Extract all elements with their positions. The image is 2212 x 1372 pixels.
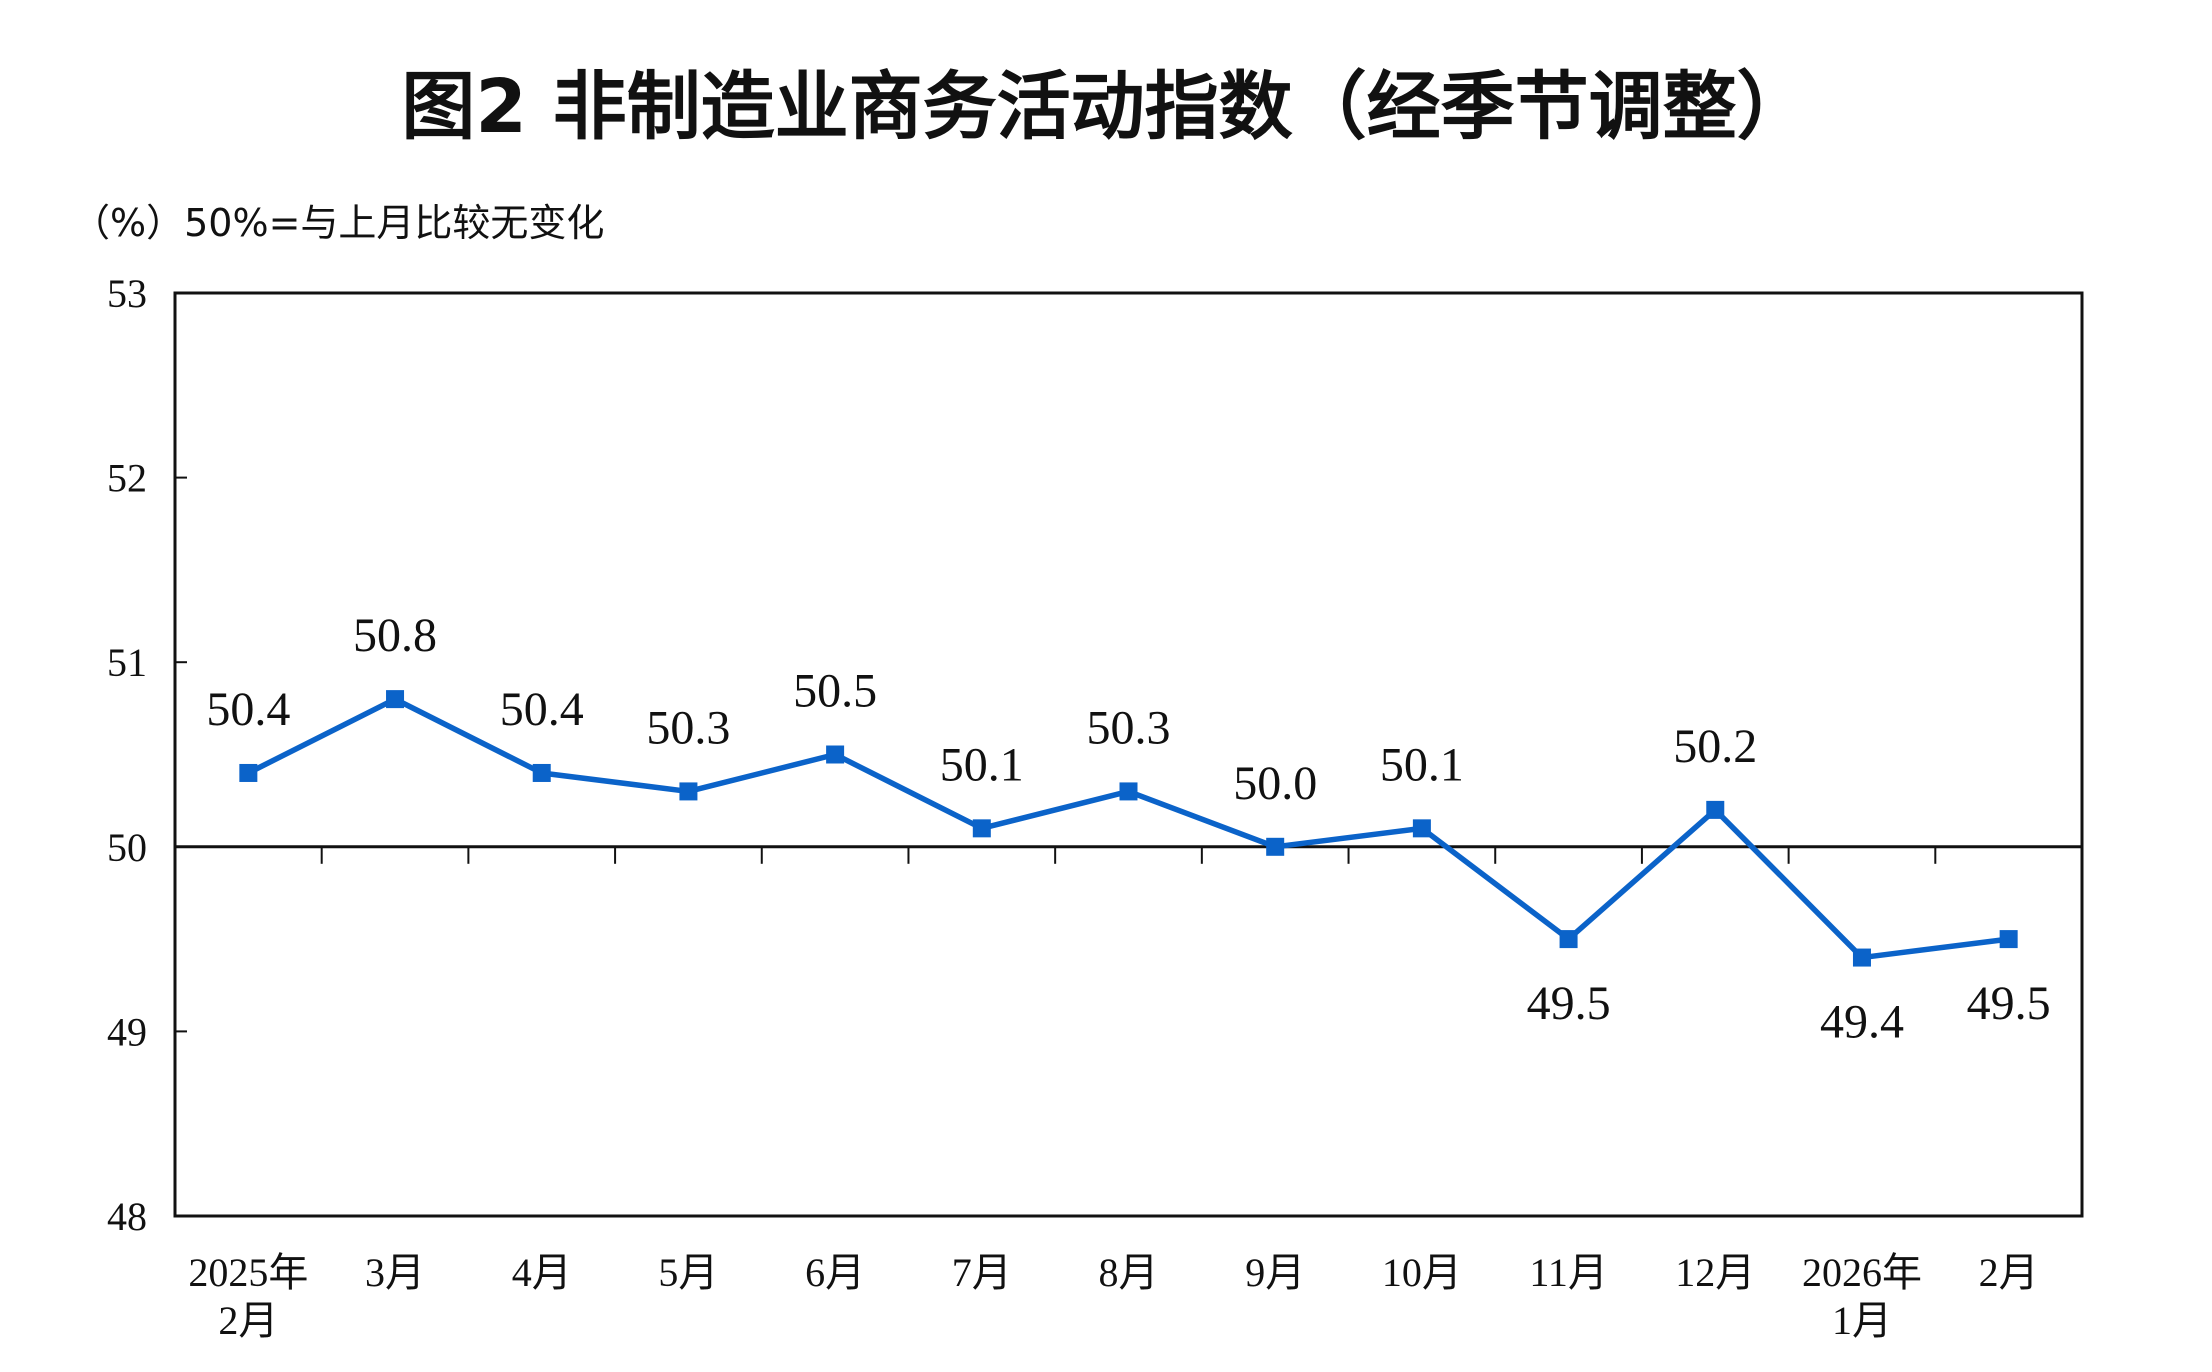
marker [1412,819,1431,838]
x-tick-label: 2025年 2月 [188,1250,308,1343]
data-label: 50.0 [1233,757,1317,810]
y-tick-label: 52 [107,456,147,501]
marker [826,745,845,764]
x-tick-label-line: 7月 [952,1250,1012,1295]
x-tick-label-line: 2月 [218,1298,278,1343]
y-tick-label: 51 [107,640,147,685]
marker [972,819,991,838]
x-tick-label-line: 1月 [1832,1298,1892,1343]
x-tick-label: 2月 [1979,1250,2039,1295]
x-tick-label-line: 8月 [1099,1250,1159,1295]
x-tick-label-line: 2026年 [1802,1250,1922,1295]
data-label: 50.4 [206,683,290,736]
y-tick-label: 48 [107,1194,147,1239]
data-label: 50.4 [500,683,584,736]
x-tick-label-line: 3月 [365,1250,425,1295]
x-tick-label: 4月 [512,1250,572,1295]
x-tick-label: 11月 [1529,1250,1608,1295]
x-tick-label-line: 2月 [1979,1250,2039,1295]
data-label: 50.8 [353,609,437,662]
marker [679,782,698,801]
data-label: 50.1 [1380,738,1464,791]
chart-subtitle: （%）50%=与上月比较无变化 [72,201,604,245]
x-tick-label: 12月 [1675,1250,1755,1295]
x-tick-label-line: 12月 [1675,1250,1755,1295]
x-tick-label-line: 10月 [1382,1250,1462,1295]
data-label: 49.5 [1967,977,2051,1030]
marker [386,690,405,709]
marker [1706,800,1725,819]
x-tick-label: 3月 [365,1250,425,1295]
y-tick-label: 49 [107,1009,147,1054]
x-tick-label-line: 5月 [658,1250,718,1295]
marker [1559,930,1578,949]
data-label: 50.5 [793,665,877,718]
x-tick-label: 5月 [658,1250,718,1295]
data-label: 50.1 [940,738,1024,791]
x-tick-label: 9月 [1245,1250,1305,1295]
x-tick-label: 6月 [805,1250,865,1295]
x-tick-label: 10月 [1382,1250,1462,1295]
chart-title: 图2 非制造业商务活动指数（经季节调整） [401,64,1810,150]
y-tick-label: 53 [107,271,147,316]
x-tick-label: 2026年 1月 [1802,1250,1922,1343]
x-tick-label-line: 4月 [512,1250,572,1295]
data-label: 50.2 [1673,720,1757,773]
data-label: 49.4 [1820,996,1904,1049]
x-tick-label-line: 2025年 [188,1250,308,1295]
x-tick-label-line: 11月 [1529,1250,1608,1295]
marker [1119,782,1138,801]
y-tick-label: 50 [107,825,147,870]
data-label: 50.3 [646,701,730,754]
data-label: 49.5 [1527,977,1611,1030]
marker [239,763,258,782]
plot-frame [173,291,2084,1218]
marker [1852,948,1871,967]
x-tick-label: 8月 [1099,1250,1159,1295]
marker [1266,837,1285,856]
x-tick-label-line: 9月 [1245,1250,1305,1295]
data-label: 50.3 [1087,701,1171,754]
x-tick-label-line: 6月 [805,1250,865,1295]
x-tick-label: 7月 [952,1250,1012,1295]
marker [532,763,551,782]
marker [1999,930,2018,949]
